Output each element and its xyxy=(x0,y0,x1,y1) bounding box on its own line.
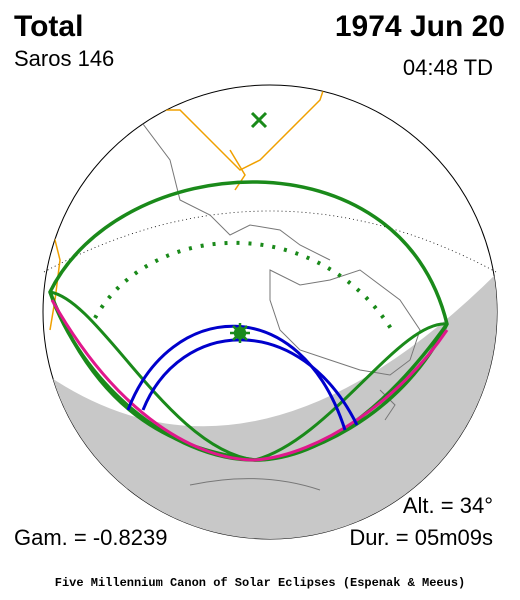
saros: Saros 146 xyxy=(14,46,114,71)
sub-solar-point xyxy=(250,111,268,129)
coastlines xyxy=(139,119,421,491)
eclipse-type: Total xyxy=(14,10,83,43)
umbral-path-south xyxy=(141,338,359,426)
time: 04:48 TD xyxy=(403,55,493,80)
mid-eclipse-line xyxy=(93,240,397,337)
credit: Five Millennium Canon of Solar Eclipses … xyxy=(55,576,465,590)
max-at-horizon xyxy=(50,299,449,462)
night-shade xyxy=(43,270,497,539)
eclipse-date: 1974 Jun 20 xyxy=(335,10,505,43)
terminator xyxy=(43,210,497,273)
umbral-path-north xyxy=(126,324,347,431)
globe xyxy=(42,84,498,540)
duration: Dur. = 05m09s xyxy=(349,525,493,550)
gamma: Gam. = -0.8239 xyxy=(14,525,167,550)
altitude: Alt. = 34° xyxy=(403,493,493,518)
greatest-eclipse xyxy=(230,323,250,343)
